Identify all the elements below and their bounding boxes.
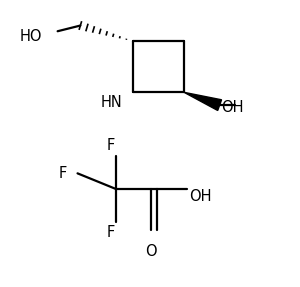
Text: OH: OH	[189, 189, 212, 203]
Text: F: F	[58, 166, 67, 181]
Text: O: O	[146, 245, 157, 259]
Text: F: F	[107, 138, 115, 153]
Text: HO: HO	[19, 29, 42, 44]
Text: F: F	[107, 225, 115, 240]
Text: OH: OH	[221, 100, 244, 115]
Polygon shape	[184, 92, 222, 110]
Text: HN: HN	[100, 95, 122, 110]
